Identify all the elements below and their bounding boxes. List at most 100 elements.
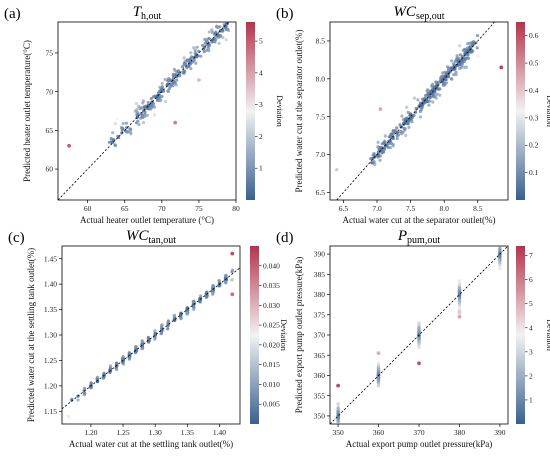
data-point <box>117 136 121 140</box>
identity-line <box>57 21 229 201</box>
data-point <box>166 89 170 93</box>
data-point <box>464 65 469 69</box>
data-point <box>115 368 119 372</box>
x-tick-label: 1.40 <box>213 428 226 437</box>
data-point <box>336 406 340 410</box>
x-tick-label: 80 <box>232 204 240 213</box>
panel-title-sub: h,out <box>141 11 162 22</box>
data-point <box>146 100 150 105</box>
data-point <box>152 113 156 117</box>
data-point <box>383 134 387 138</box>
colorbar-tick-label: 0.3 <box>529 113 539 122</box>
data-point <box>166 327 170 331</box>
colorbar-label: Deviation <box>545 95 550 127</box>
data-point <box>462 59 466 64</box>
data-point <box>167 77 171 81</box>
y-tick-label: 6.5 <box>316 188 326 197</box>
x-tick-label: 360 <box>373 428 385 437</box>
data-point <box>422 101 426 105</box>
y-tick-label: 1.15 <box>44 407 57 416</box>
panel-label: (b) <box>276 6 294 22</box>
data-point <box>376 384 381 388</box>
data-point <box>387 135 391 139</box>
data-point <box>471 43 475 47</box>
chart-panel-3: 1.20 1.25 1.30 1.35 1.40 1.15 1.20 1.25 1.30 1.35… <box>8 228 288 449</box>
y-axis-label: Predicted water cut at the settling tank… <box>26 248 36 422</box>
data-point <box>129 132 133 136</box>
colorbar: 0.1 0.2 0.3 0.4 0.5 0.6 Deviation <box>516 22 550 200</box>
data-point <box>153 329 157 333</box>
y-axis-label: Predicted export pump outlet pressure(kP… <box>294 257 304 413</box>
data-point <box>202 50 206 54</box>
x-tick-label: 65 <box>121 204 129 213</box>
data-point <box>121 362 126 366</box>
data-point <box>475 46 479 50</box>
data-point <box>160 323 164 327</box>
data-point <box>134 101 138 106</box>
y-axis-label: Predicted heater outlet temperature(°C) <box>22 40 32 182</box>
data-point <box>453 67 457 71</box>
data-point <box>203 37 207 42</box>
data-point <box>457 314 462 319</box>
panel-label: (c) <box>8 230 25 246</box>
data-point <box>195 45 199 49</box>
data-point <box>445 65 450 69</box>
y-tick-label: 70 <box>46 87 54 96</box>
data-point <box>335 168 339 172</box>
data-point <box>207 30 211 34</box>
data-point <box>221 36 225 40</box>
data-point <box>417 361 421 366</box>
colorbar-tick-label: 0.1 <box>529 168 539 177</box>
data-point <box>89 386 93 390</box>
data-point <box>207 49 211 53</box>
colorbar-label: Deviation <box>545 319 550 351</box>
data-point <box>407 119 411 123</box>
data-point <box>469 49 473 54</box>
data-point <box>101 376 105 380</box>
x-tick-label: 60 <box>84 204 92 213</box>
data-point <box>193 51 197 55</box>
data-point <box>476 54 480 58</box>
data-point <box>206 45 210 49</box>
data-point <box>428 89 432 93</box>
data-point <box>136 119 140 123</box>
data-point <box>194 61 198 65</box>
data-point <box>193 48 197 53</box>
data-point <box>231 268 235 272</box>
y-tick-label: 390 <box>314 250 326 259</box>
colorbar: 1 2 3 4 5 6 7 Deviation <box>516 246 550 424</box>
data-point <box>443 83 447 87</box>
colorbar-tick-label: 5 <box>529 299 533 308</box>
colorbar-tick-label: 3 <box>259 100 263 109</box>
data-point <box>435 92 439 96</box>
data-point <box>211 292 215 296</box>
data-point <box>450 59 454 63</box>
x-tick-label: 1.20 <box>84 428 97 437</box>
data-point <box>125 126 129 130</box>
data-point <box>389 132 393 136</box>
data-point <box>417 345 421 349</box>
data-point <box>391 137 395 141</box>
data-point <box>454 73 458 77</box>
data-point <box>140 347 144 351</box>
data-point <box>451 62 456 66</box>
data-point <box>113 144 118 148</box>
data-point <box>378 107 383 111</box>
data-point <box>446 74 450 78</box>
colorbar-tick-label: 7 <box>529 251 533 260</box>
data-point <box>431 82 435 86</box>
data-point <box>127 357 132 361</box>
data-point <box>192 307 196 311</box>
data-point <box>336 420 340 425</box>
data-point <box>160 94 164 99</box>
data-point <box>108 364 113 368</box>
data-point <box>163 77 167 82</box>
data-point <box>107 140 111 144</box>
colorbar-label: Deviation <box>279 319 288 351</box>
data-point <box>171 84 175 88</box>
data-point <box>421 97 425 101</box>
data-point <box>376 361 381 365</box>
x-tick-label: 380 <box>454 428 466 437</box>
y-tick-label: 60 <box>46 165 54 174</box>
data-point <box>373 162 377 166</box>
